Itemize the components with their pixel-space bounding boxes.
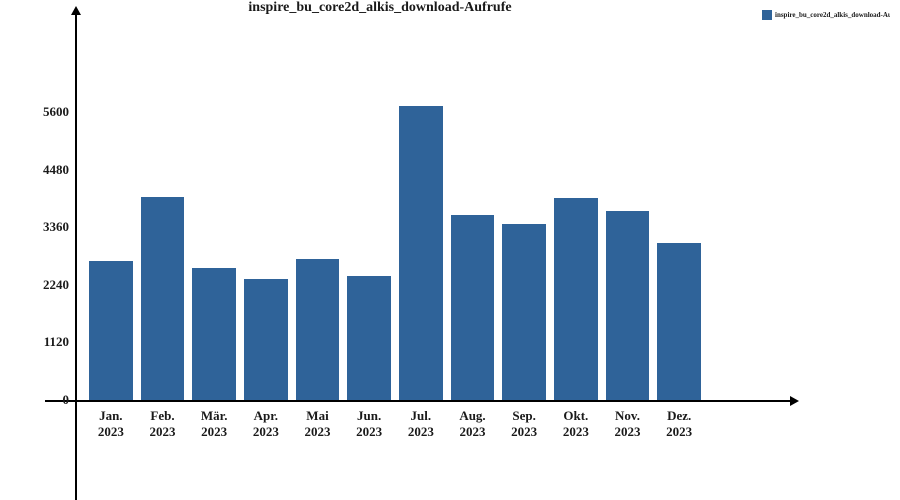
bar [451,215,494,400]
x-tick-label: Feb.2023 [150,408,176,440]
bar [399,106,442,400]
x-tick-label: Jan.2023 [98,408,124,440]
chart-title: inspire_bu_core2d_alkis_download-Aufrufe [0,0,760,16]
bar [89,261,132,400]
bar [657,243,700,400]
y-tick-label: 5600 [43,104,69,120]
plot-area: 011202240336044805600 Jan.2023Feb.2023Mä… [75,20,760,400]
y-tick-label: 0 [63,392,70,408]
bar [606,211,649,400]
y-tick-label: 2240 [43,277,69,293]
bar [296,259,339,400]
x-tick-label: Apr.2023 [253,408,279,440]
bar [192,268,235,400]
y-tick-label: 4480 [43,162,69,178]
x-axis [45,400,790,402]
x-axis-arrow-icon [790,396,799,406]
x-tick-label: Aug.2023 [459,408,485,440]
bar [141,197,184,400]
x-tick-label: Dez.2023 [666,408,692,440]
y-axis-arrow-icon [71,6,81,15]
bar [347,276,390,400]
bar [502,224,545,400]
bar [554,198,597,400]
x-tick-label: Nov.2023 [615,408,641,440]
legend-swatch [762,10,772,20]
bar [244,279,287,400]
legend-label: inspire_bu_core2d_alkis_download-Aufrufe [775,11,890,19]
x-tick-label: Okt.2023 [563,408,589,440]
y-tick-label: 1120 [44,334,69,350]
x-tick-label: Mai2023 [305,408,331,440]
x-tick-label: Mär.2023 [201,408,228,440]
y-tick-label: 3360 [43,219,69,235]
x-tick-label: Jun.2023 [356,408,382,440]
legend: inspire_bu_core2d_alkis_download-Aufrufe [762,10,890,20]
bars-group [75,20,760,400]
chart-container: inspire_bu_core2d_alkis_download-Aufrufe… [0,0,900,500]
x-tick-label: Jul.2023 [408,408,434,440]
x-tick-label: Sep.2023 [511,408,537,440]
